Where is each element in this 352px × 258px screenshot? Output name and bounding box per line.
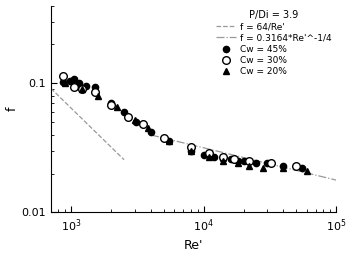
Cw = 20% — [146, 126, 150, 130]
f = 0.3164*Re'^-1/4 — [149, 133, 153, 136]
Cw = 20% — [221, 159, 225, 163]
Cw = 30% — [294, 164, 298, 167]
Cw = 30% — [61, 75, 65, 78]
Cw = 45% — [235, 159, 240, 163]
f = 0.3164*Re'^-1/4 — [276, 164, 280, 167]
Cw = 30% — [269, 162, 273, 165]
f = 0.3164*Re'^-1/4 — [231, 154, 235, 157]
Cw = 20% — [167, 139, 171, 142]
Cw = 20% — [132, 118, 137, 122]
Cw = 30% — [232, 157, 237, 160]
f = 64/Re' — [92, 129, 96, 132]
Cw = 20% — [189, 149, 193, 152]
f = 0.3164*Re'^-1/4 — [269, 163, 273, 166]
Cw = 30% — [72, 86, 76, 89]
Line: Cw = 30%: Cw = 30% — [59, 72, 300, 170]
Cw = 45% — [281, 164, 285, 167]
Y-axis label: f: f — [6, 107, 19, 111]
Cw = 30% — [221, 155, 225, 158]
Cw = 30% — [189, 146, 193, 149]
Cw = 45% — [122, 110, 126, 114]
Cw = 30% — [93, 91, 97, 94]
Cw = 20% — [114, 106, 119, 109]
f = 0.3164*Re'^-1/4 — [334, 179, 338, 182]
Cw = 45% — [189, 149, 193, 152]
Cw = 30% — [80, 88, 84, 91]
f = 64/Re' — [81, 118, 86, 122]
Cw = 45% — [134, 121, 139, 124]
Cw = 45% — [167, 139, 171, 142]
Cw = 45% — [61, 80, 65, 83]
f = 64/Re' — [114, 150, 118, 153]
Cw = 45% — [212, 155, 216, 158]
X-axis label: Re': Re' — [184, 239, 203, 252]
Cw = 20% — [247, 164, 251, 167]
Cw = 30% — [247, 159, 251, 163]
Cw = 45% — [265, 162, 269, 165]
Cw = 45% — [72, 77, 76, 80]
Cw = 45% — [93, 86, 97, 89]
Cw = 30% — [162, 136, 166, 139]
Cw = 45% — [221, 157, 225, 160]
Cw = 30% — [207, 151, 211, 154]
Cw = 45% — [229, 157, 233, 160]
Cw = 20% — [63, 82, 67, 85]
f = 0.3164*Re'^-1/4 — [313, 173, 317, 176]
Cw = 45% — [149, 130, 153, 133]
f = 64/Re' — [99, 135, 103, 139]
Cw = 20% — [235, 162, 240, 165]
Cw = 30% — [126, 115, 131, 118]
Line: Cw = 20%: Cw = 20% — [62, 80, 310, 174]
f = 0.3164*Re'^-1/4 — [262, 161, 266, 164]
f = 64/Re' — [49, 87, 53, 90]
Cw = 20% — [207, 155, 211, 158]
Cw = 20% — [96, 94, 100, 97]
Cw = 45% — [77, 82, 81, 85]
Cw = 45% — [254, 162, 259, 165]
Line: Cw = 45%: Cw = 45% — [60, 76, 305, 171]
Legend: f = 64/Re', f = 0.3164*Re'^-1/4, Cw = 45%, Cw = 30%, Cw = 20%: f = 64/Re', f = 0.3164*Re'^-1/4, Cw = 45… — [214, 8, 333, 78]
f = 64/Re' — [93, 130, 98, 133]
Cw = 20% — [281, 167, 285, 170]
Cw = 20% — [261, 167, 265, 170]
f = 64/Re' — [122, 158, 126, 161]
f = 64/Re' — [96, 133, 100, 136]
Cw = 30% — [109, 103, 113, 107]
Cw = 30% — [141, 123, 145, 126]
Cw = 45% — [202, 153, 206, 156]
Line: f = 0.3164*Re'^-1/4: f = 0.3164*Re'^-1/4 — [151, 135, 336, 180]
f = 0.3164*Re'^-1/4 — [259, 160, 263, 163]
Cw = 45% — [68, 79, 72, 82]
Cw = 20% — [305, 169, 309, 172]
Line: f = 64/Re': f = 64/Re' — [51, 88, 124, 160]
Cw = 45% — [241, 159, 246, 163]
Cw = 45% — [109, 102, 113, 105]
Cw = 45% — [300, 167, 304, 170]
Cw = 45% — [83, 84, 88, 87]
Cw = 20% — [80, 88, 84, 91]
